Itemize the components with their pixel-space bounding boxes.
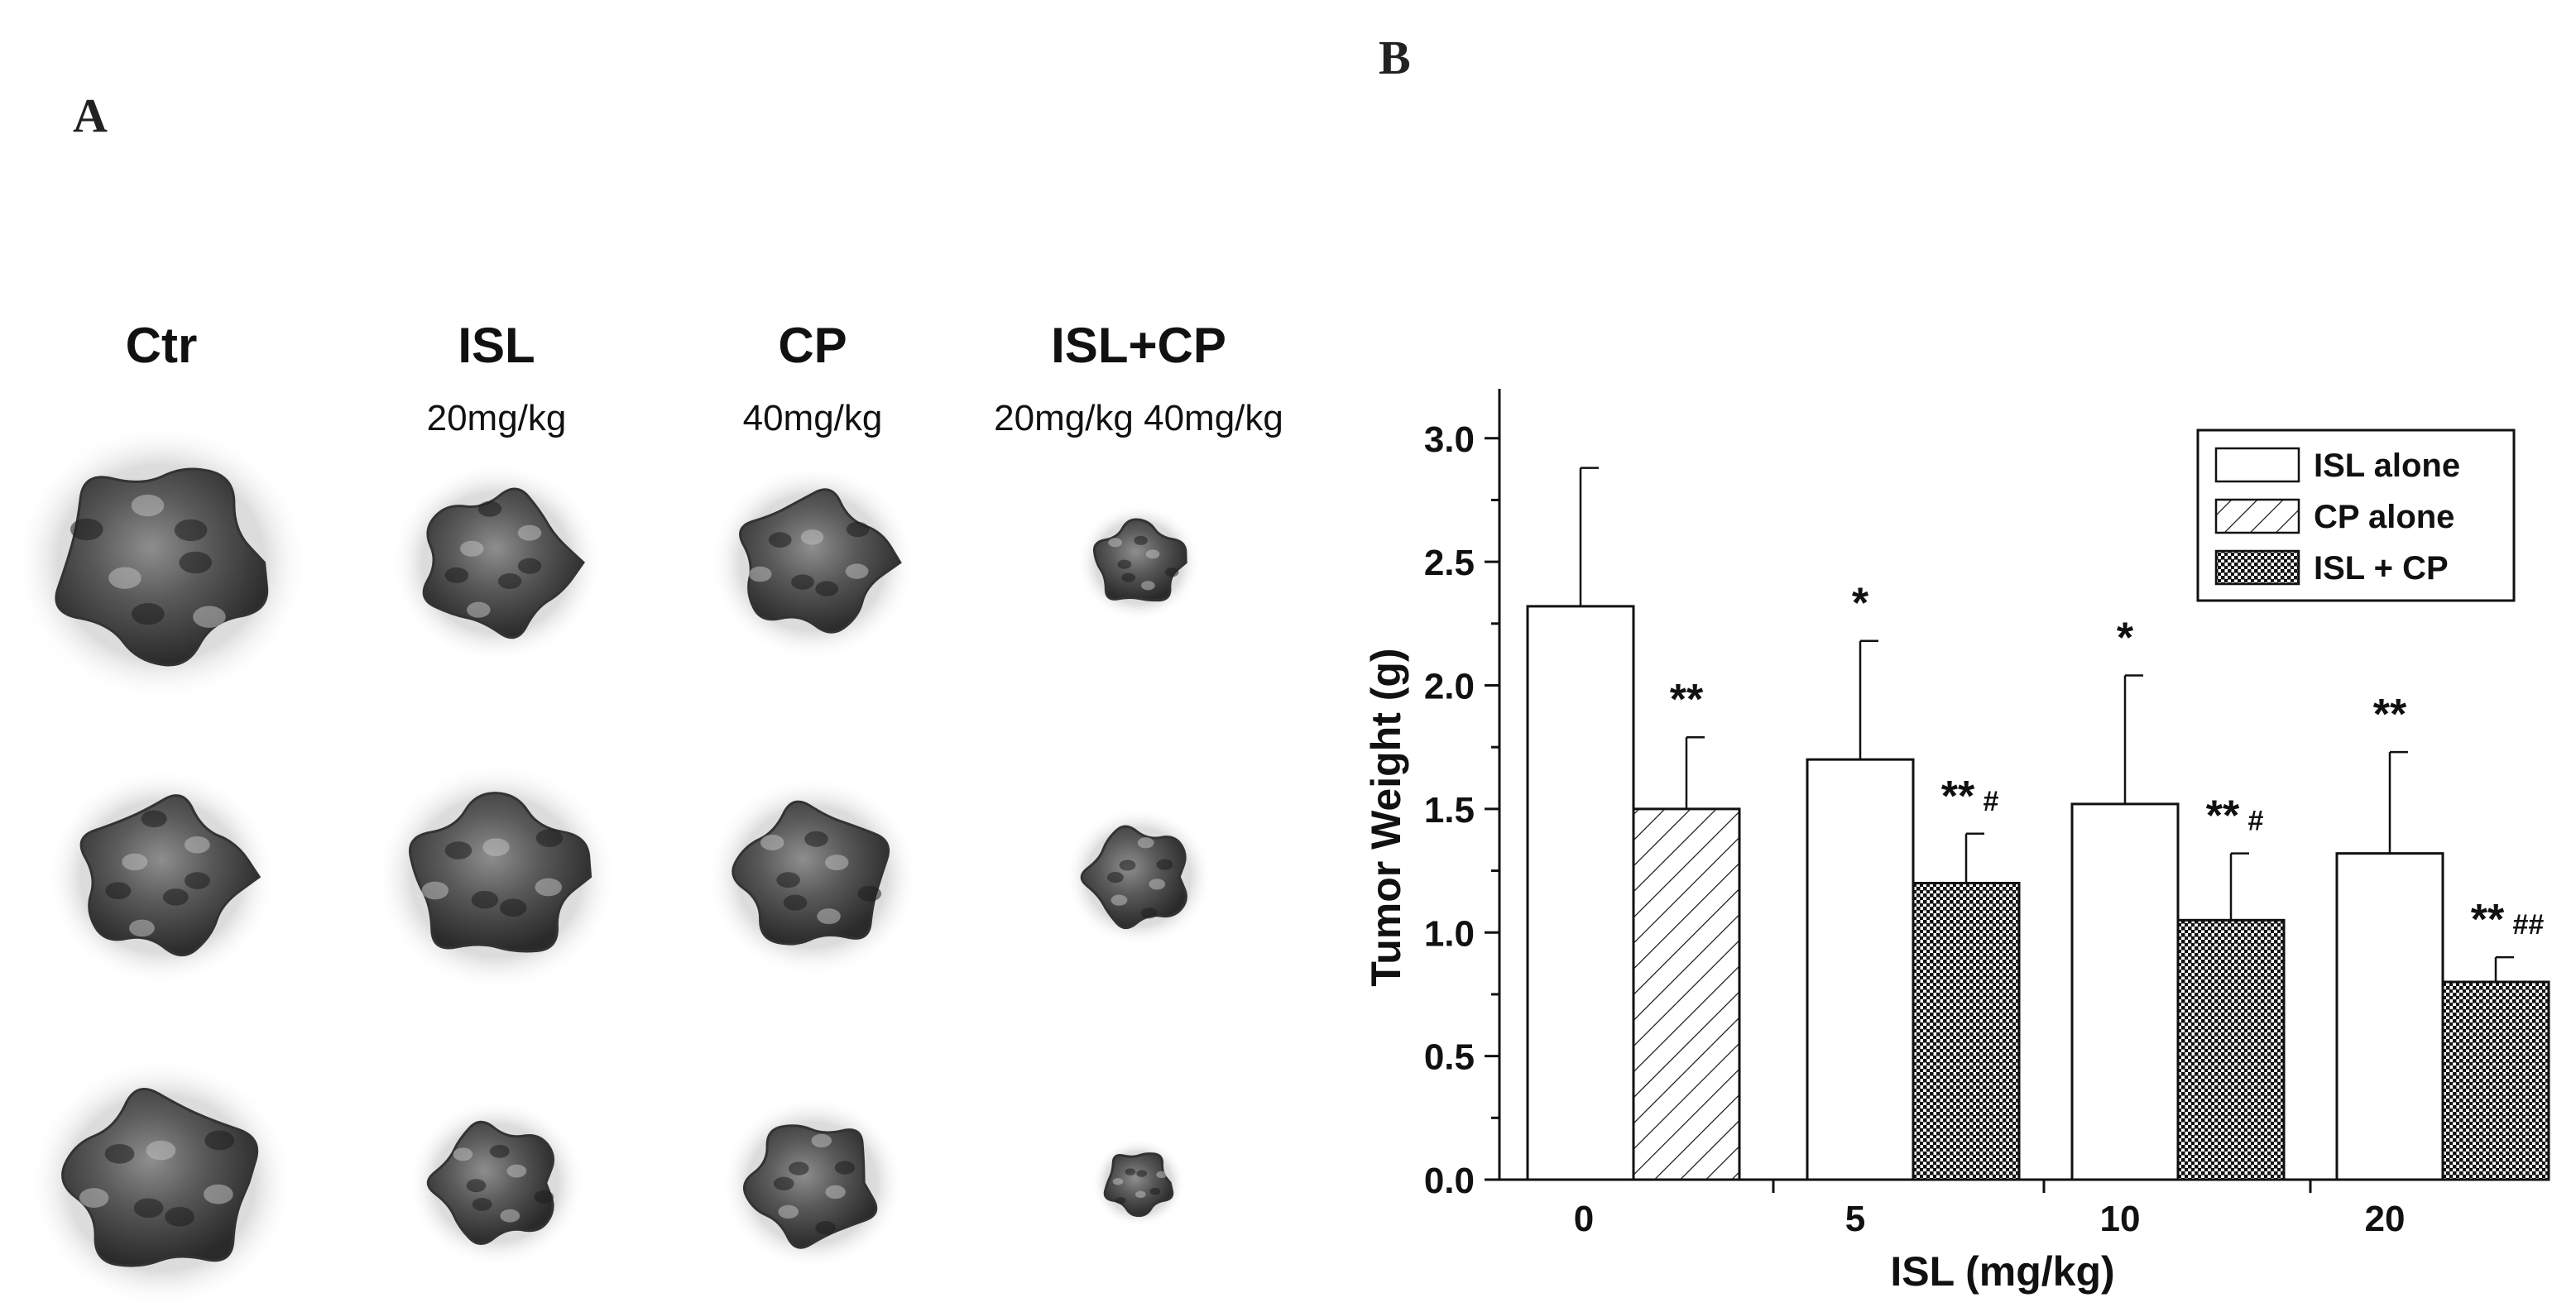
- y-tick-label: 0.0: [1424, 1161, 1475, 1201]
- tumor-weight-chart: 0.00.51.01.52.02.53.00 5 10 20***** #*** #***…: [1363, 389, 2550, 1295]
- tumor-sample: [721, 1096, 904, 1270]
- tumor-sample: [1077, 504, 1201, 621]
- y-tick-label: 1.0: [1424, 913, 1475, 954]
- x-tick-label: 5: [1845, 1199, 1865, 1239]
- tumor-sample: [390, 462, 603, 663]
- tumor-sample: [46, 768, 276, 986]
- x-axis-label: ISL (mg/kg): [1890, 1248, 2114, 1295]
- bar: [1526, 605, 1635, 1181]
- y-tick-label: 2.5: [1424, 543, 1475, 583]
- y-axis-label: Tumor Weight (g): [1363, 648, 1409, 986]
- column-title: ISL: [458, 318, 535, 373]
- y-tick-label: 2.0: [1424, 667, 1475, 707]
- bar: [1632, 807, 1741, 1181]
- bar: [2176, 918, 2286, 1181]
- legend-swatch: [2214, 498, 2300, 534]
- tumor-sample: [408, 1099, 585, 1267]
- tumor-sample: [13, 423, 309, 702]
- column-title: ISL+CP: [1051, 318, 1226, 373]
- bar: [2070, 802, 2180, 1181]
- significance-label: **: [1670, 676, 1704, 724]
- tumor-photo-panel: Ctr ISL 20mg/kg CP 40mg/kg ISL+CP 20mg/kg 40mg…: [13, 318, 1283, 1309]
- significance-label: **: [2471, 896, 2505, 944]
- column-dose: 20mg/kg 40mg/kg: [994, 398, 1283, 438]
- x-tick-label: 0: [1574, 1199, 1594, 1239]
- y-tick-label: 0.5: [1424, 1037, 1475, 1078]
- column-title: CP: [778, 318, 847, 373]
- legend-label: ISL alone: [2314, 448, 2460, 484]
- bar: [2335, 852, 2444, 1181]
- column-title: Ctr: [126, 318, 198, 373]
- y-tick-label: 1.5: [1424, 790, 1475, 831]
- panel-label-b: B: [1379, 31, 1411, 84]
- tumor-sample: [1091, 1138, 1187, 1228]
- legend-label: ISL + CP: [2314, 550, 2449, 587]
- significance-label: *: [2117, 615, 2134, 663]
- panel-label-a: A: [73, 89, 108, 142]
- significance-sub: #: [2247, 806, 2263, 837]
- tumor-sample: [28, 1057, 295, 1309]
- x-tick-label: 20: [2365, 1199, 2406, 1239]
- legend-swatch: [2214, 447, 2300, 483]
- column-dose: 40mg/kg: [743, 398, 883, 438]
- x-tick-label: 10: [2100, 1199, 2141, 1239]
- significance-label: **: [2373, 691, 2407, 739]
- significance-sub: #: [1983, 786, 1998, 817]
- significance-sub: ##: [2512, 909, 2544, 941]
- bar: [1912, 882, 2021, 1181]
- column-dose: 20mg/kg: [427, 398, 567, 438]
- significance-label: **: [2206, 792, 2240, 840]
- bar: [1806, 758, 1915, 1181]
- significance-label: **: [1941, 773, 1975, 821]
- legend-swatch: [2214, 549, 2300, 586]
- tumor-sample: [1064, 807, 1213, 947]
- tumor-sample: [709, 465, 916, 660]
- tumor-sample: [706, 776, 919, 978]
- bar: [2441, 980, 2550, 1181]
- legend: ISL alone CP alone ISL + CP: [2196, 429, 2516, 602]
- y-tick-label: 3.0: [1424, 419, 1475, 460]
- tumor-sample: [375, 762, 618, 992]
- legend-label: CP alone: [2314, 499, 2454, 535]
- significance-label: *: [1852, 580, 1869, 628]
